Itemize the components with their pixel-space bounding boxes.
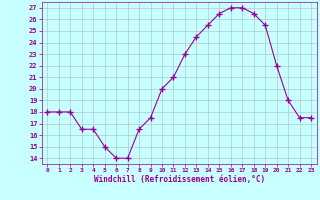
X-axis label: Windchill (Refroidissement éolien,°C): Windchill (Refroidissement éolien,°C) xyxy=(94,175,265,184)
